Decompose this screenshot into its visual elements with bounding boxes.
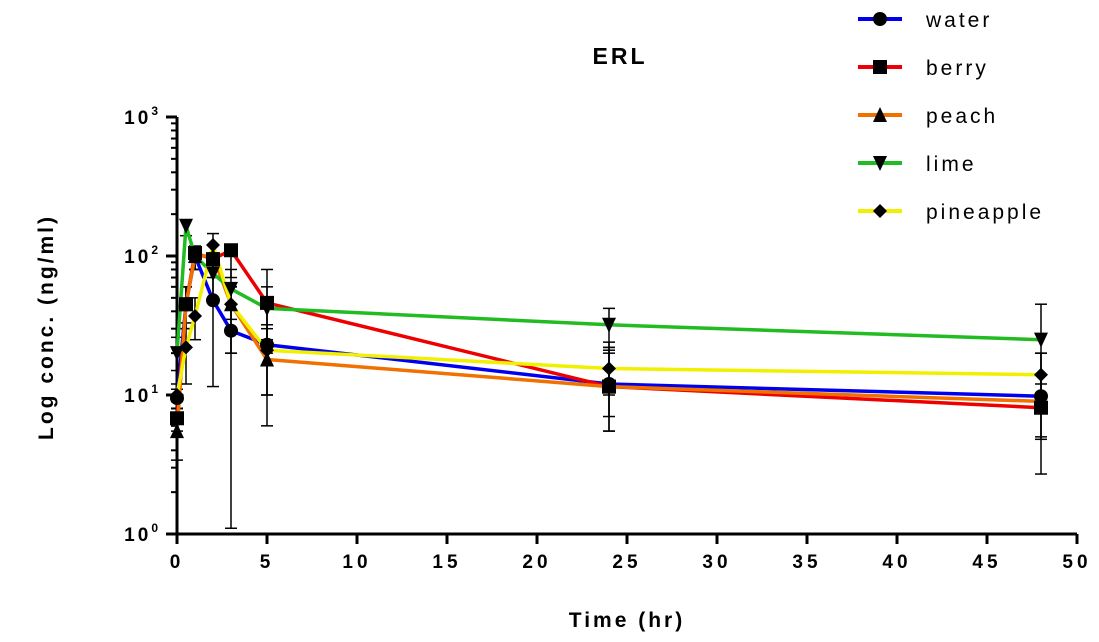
y-tick-label: 101 xyxy=(124,382,161,407)
data-point-triangle-down xyxy=(602,317,616,333)
chart-title: ERL xyxy=(593,43,648,69)
data-point-triangle-up xyxy=(260,351,274,367)
data-point-square xyxy=(224,243,238,258)
data-point-triangle-up xyxy=(206,248,220,263)
data-point-triangle-up xyxy=(170,423,184,439)
data-point-triangle-down xyxy=(188,249,202,264)
legend-label-peach: peach xyxy=(926,105,998,128)
data-point-diamond xyxy=(170,388,184,402)
data-point-diamond xyxy=(873,204,887,218)
legend-label-pineapple: pineapple xyxy=(926,201,1044,224)
data-point-square xyxy=(170,411,184,426)
data-point-triangle-down xyxy=(1034,332,1048,348)
data-point-triangle-up xyxy=(873,107,887,122)
data-point-diamond xyxy=(188,309,202,324)
data-point-diamond xyxy=(224,297,238,312)
data-point-diamond xyxy=(179,340,193,355)
data-point-circle xyxy=(873,12,887,26)
data-point-triangle-down xyxy=(873,156,887,171)
legend: water berry peach lime pineapple xyxy=(858,9,1044,224)
data-point-diamond xyxy=(602,361,616,376)
x-tick-label: 5 xyxy=(260,552,275,573)
data-point-triangle-up xyxy=(179,296,193,312)
data-point-circle xyxy=(206,293,220,308)
x-tick-label: 45 xyxy=(972,552,1001,573)
y-tick-label: 102 xyxy=(124,243,161,268)
legend-label-lime: lime xyxy=(926,153,977,176)
data-point-triangle-up xyxy=(602,378,616,394)
y-tick-label: 103 xyxy=(124,104,161,129)
x-tick-label: 10 xyxy=(342,552,371,573)
y-tick-label: 100 xyxy=(124,521,161,546)
data-point-triangle-down xyxy=(206,266,220,282)
x-tick-label: 25 xyxy=(612,552,641,573)
data-point-triangle-up xyxy=(1034,393,1048,409)
series-line-lime xyxy=(175,224,1042,354)
x-tick-label: 30 xyxy=(702,552,731,573)
data-point-triangle-down xyxy=(260,301,274,317)
x-tick-label: 40 xyxy=(882,552,911,573)
series-lines xyxy=(175,224,1042,432)
data-point-triangle-down xyxy=(170,346,184,362)
x-tick-label: 20 xyxy=(522,552,551,573)
axes: 0 5 10 15 20 25 30 35 40 45 50 100 101 102 103 xyxy=(124,104,1091,573)
x-tick-label: 0 xyxy=(170,552,185,573)
data-point-diamond xyxy=(260,343,274,358)
data-point-triangle-down xyxy=(224,281,238,297)
legend-label-water: water xyxy=(925,9,992,32)
data-point-triangle-down xyxy=(179,218,193,234)
series-markers xyxy=(170,218,1048,439)
y-axis-label: Log conc. (ng/ml) xyxy=(35,214,58,440)
x-tick-label: 50 xyxy=(1062,552,1091,573)
legend-label-berry: berry xyxy=(926,57,989,80)
x-tick-label: 35 xyxy=(792,552,821,573)
data-point-circle xyxy=(224,323,238,338)
x-axis-label: Time (hr) xyxy=(569,609,685,632)
data-point-square xyxy=(873,60,887,74)
data-point-diamond xyxy=(1034,367,1048,382)
data-point-diamond xyxy=(206,237,220,252)
x-tick-label: 15 xyxy=(432,552,461,573)
